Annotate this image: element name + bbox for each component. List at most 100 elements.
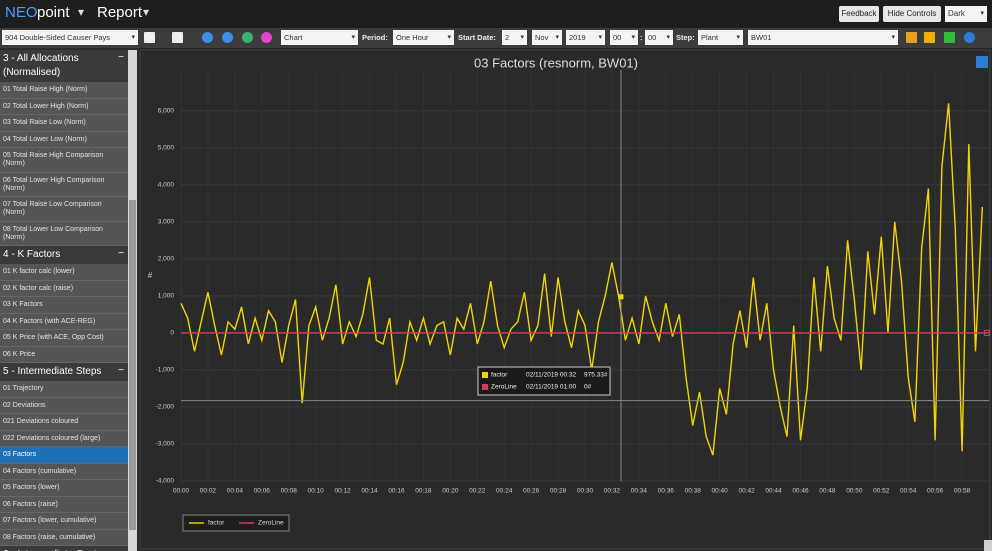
unit-select[interactable]: BW01 [748, 30, 898, 45]
icon[interactable] [242, 32, 253, 43]
x-tick-label: 00:50 [846, 488, 863, 495]
nav-item[interactable]: 05 Factors (lower) [0, 480, 128, 497]
step-select[interactable]: Plant [698, 30, 743, 45]
nav-item[interactable]: 04 Factors (cumulative) [0, 464, 128, 480]
nav-item[interactable]: 06 Factors (raise) [0, 497, 128, 513]
x-tick-label: 00:04 [227, 488, 244, 495]
report-select[interactable]: 904 Double-Sided Causer Pays [2, 30, 138, 45]
nav-item[interactable]: 021 Deviations coloured [0, 414, 128, 431]
section-header[interactable]: 5 - Intermediate Steps [0, 363, 128, 381]
top-bar: NEO point ▾ Report ▾ Feedback Hide Contr… [0, 0, 992, 28]
minute-select[interactable]: 00 [645, 30, 673, 45]
icon[interactable] [924, 32, 935, 43]
x-tick-label: 00:58 [954, 488, 971, 495]
nav-item[interactable]: 01 Total Raise High (Norm) [0, 82, 128, 99]
nav-item[interactable]: 04 Total Lower Low (Norm) [0, 132, 128, 148]
x-tick-label: 00:46 [792, 488, 809, 495]
tooltip-value: 0# [584, 384, 592, 391]
nav-item[interactable]: 022 Deviations coloured (large) [0, 431, 128, 447]
nav-item[interactable]: 03 K Factors [0, 297, 128, 314]
tooltip-value: 975.33# [584, 372, 608, 379]
icon[interactable] [964, 32, 975, 43]
legend-label: ZeroLine [258, 520, 284, 527]
icon[interactable] [172, 32, 183, 43]
nav-item[interactable]: 07 Total Raise Low Comparison (Norm) [0, 197, 128, 222]
tooltip-time: 02/11/2019 01:00 [526, 384, 577, 391]
label: : [640, 33, 643, 42]
scroll-thumb[interactable] [129, 200, 136, 530]
nav-item[interactable]: 07 Factors (lower, cumulative) [0, 513, 128, 530]
x-tick-label: 00:54 [900, 488, 917, 495]
y-tick-label: -1,000 [156, 367, 175, 374]
chart-menu[interactable] [976, 56, 988, 68]
nav-item[interactable]: 06 K Price [0, 347, 128, 363]
x-tick-label: 00:16 [388, 488, 405, 495]
x-tick-label: 00:12 [334, 488, 351, 495]
icon[interactable] [144, 32, 155, 43]
section-header[interactable]: 3 - All Allocations (Normalised) [0, 50, 128, 82]
y-tick-label: 5,000 [158, 144, 175, 151]
hour-select[interactable]: 00 [610, 30, 638, 45]
nav-item[interactable]: 06 Total Lower High Comparison (Norm) [0, 173, 128, 197]
tooltip-box [477, 366, 611, 396]
nav-item[interactable]: 02 K factor calc (raise) [0, 281, 128, 297]
nav-item[interactable]: 03 Total Raise Low (Norm) [0, 115, 128, 132]
y-axis-label: # [148, 271, 153, 280]
brand[interactable]: point [37, 4, 70, 21]
nav-item[interactable]: 05 Total Raise High Comparison (Norm) [0, 148, 128, 173]
x-tick-label: 00:34 [631, 488, 648, 495]
brand[interactable]: NEO [5, 4, 38, 21]
x-tick-label: 00:30 [577, 488, 594, 495]
nav-item[interactable]: 08 Total Lower Low Comparison (Norm) [0, 222, 128, 246]
x-tick-label: 00:10 [308, 488, 325, 495]
nav-item[interactable]: 02 Total Lower High (Norm) [0, 99, 128, 115]
nav-item[interactable]: 01 K factor calc (lower) [0, 264, 128, 281]
y-tick-label: 6,000 [158, 107, 175, 114]
button[interactable]: Hide Controls [883, 6, 941, 22]
year-select[interactable]: 2019 [566, 30, 605, 45]
day-select[interactable]: 2 [502, 30, 527, 45]
series-line [180, 103, 983, 456]
icon[interactable] [944, 32, 955, 43]
chart-title: 03 Factors (resnorm, BW01) [474, 55, 638, 70]
x-tick-label: 00:00 [173, 488, 190, 495]
x-tick-label: 00:24 [496, 488, 513, 495]
x-tick-label: 00:20 [442, 488, 459, 495]
icon[interactable] [202, 32, 213, 43]
hover-marker [618, 294, 624, 300]
nav-item[interactable]: 08 Factors (raise, cumulative) [0, 530, 128, 546]
x-tick-label: 00:44 [765, 488, 782, 495]
nav-item[interactable]: 02 Deviations [0, 398, 128, 414]
y-tick-label: -4,000 [156, 478, 175, 485]
x-tick-label: 00:22 [469, 488, 486, 495]
view-select[interactable]: Chart [281, 30, 358, 45]
period-select[interactable]: One Hour [393, 30, 454, 45]
toolbar: 904 Double-Sided Causer Pays Chart Perio… [0, 28, 992, 48]
nav-item[interactable]: 01 Trajectory [0, 381, 128, 398]
tooltip-swatch [482, 384, 488, 390]
nav-item[interactable]: 05 K Price (with ACE, Opp Cost) [0, 330, 128, 347]
x-tick-label: 00:40 [712, 488, 729, 495]
nav-item[interactable]: 03 Factors [0, 447, 128, 464]
label: Step: [676, 33, 695, 42]
section-header[interactable]: 4 - K Factors [0, 246, 128, 264]
x-tick-label: 00:38 [685, 488, 702, 495]
x-tick-label: 00:02 [200, 488, 217, 495]
section-header[interactable]: 6 - Intermediate Cost Steps [0, 546, 128, 551]
y-tick-label: 2,000 [158, 256, 175, 263]
icon[interactable] [261, 32, 272, 43]
y-tick-label: 3,000 [158, 219, 175, 226]
icon[interactable] [906, 32, 917, 43]
menu[interactable]: Report [97, 4, 143, 21]
x-tick-label: 00:32 [604, 488, 621, 495]
x-tick-label: 00:08 [281, 488, 298, 495]
y-tick-label: -2,000 [156, 404, 175, 411]
resize-grip [984, 540, 992, 551]
button[interactable]: Feedback [839, 6, 879, 22]
month-select[interactable]: Nov [532, 30, 562, 45]
nav-item[interactable]: 04 K Factors (with ACE-REG) [0, 314, 128, 330]
icon[interactable] [222, 32, 233, 43]
theme-select[interactable]: Dark [945, 6, 987, 22]
